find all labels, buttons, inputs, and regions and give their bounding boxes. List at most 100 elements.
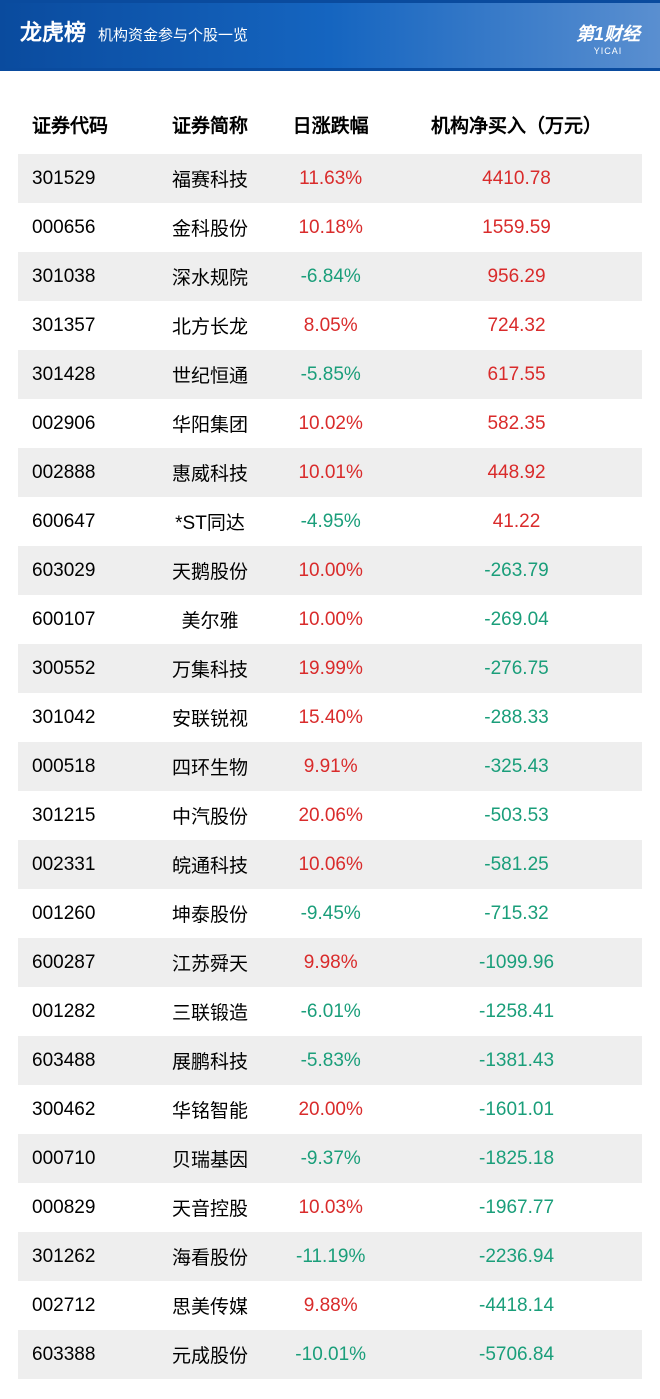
cell-net: -4418.14: [391, 1281, 642, 1330]
cell-name: 世纪恒通: [150, 350, 271, 399]
table-body: 301529福赛科技11.63%4410.78000656金科股份10.18%1…: [18, 154, 642, 1379]
table-row: 300462华铭智能20.00%-1601.01: [18, 1085, 642, 1134]
cell-code: 301038: [18, 252, 150, 301]
table-row: 300552万集科技19.99%-276.75: [18, 644, 642, 693]
cell-change: 9.91%: [270, 742, 391, 791]
cell-name: 天鹅股份: [150, 546, 271, 595]
table-row: 603388元成股份-10.01%-5706.84: [18, 1330, 642, 1379]
cell-change: -9.37%: [270, 1134, 391, 1183]
cell-net: -263.79: [391, 546, 642, 595]
cell-change: 10.03%: [270, 1183, 391, 1232]
cell-code: 000518: [18, 742, 150, 791]
table-row: 603488展鹏科技-5.83%-1381.43: [18, 1036, 642, 1085]
cell-code: 301529: [18, 154, 150, 203]
cell-name: 贝瑞基因: [150, 1134, 271, 1183]
cell-name: 安联锐视: [150, 693, 271, 742]
cell-change: -5.83%: [270, 1036, 391, 1085]
table-row: 000710贝瑞基因-9.37%-1825.18: [18, 1134, 642, 1183]
cell-net: -503.53: [391, 791, 642, 840]
stock-table: 证券代码 证券简称 日涨跌幅 机构净买入（万元） 301529福赛科技11.63…: [18, 101, 642, 1379]
cell-name: 江苏舜天: [150, 938, 271, 987]
cell-name: 惠威科技: [150, 448, 271, 497]
cell-name: 皖通科技: [150, 840, 271, 889]
cell-net: 41.22: [391, 497, 642, 546]
cell-code: 301428: [18, 350, 150, 399]
col-change: 日涨跌幅: [270, 101, 391, 154]
cell-code: 301215: [18, 791, 150, 840]
cell-change: 10.00%: [270, 546, 391, 595]
cell-net: 582.35: [391, 399, 642, 448]
cell-name: 展鹏科技: [150, 1036, 271, 1085]
cell-code: 600647: [18, 497, 150, 546]
cell-net: -715.32: [391, 889, 642, 938]
cell-name: 天音控股: [150, 1183, 271, 1232]
cell-change: -4.95%: [270, 497, 391, 546]
cell-name: 海看股份: [150, 1232, 271, 1281]
brand-logo: 第1财经 YICAI: [576, 20, 640, 56]
cell-code: 000829: [18, 1183, 150, 1232]
cell-net: 1559.59: [391, 203, 642, 252]
page-header: 龙虎榜 机构资金参与个股一览 第1财经 YICAI: [0, 0, 660, 71]
header-subtitle: 机构资金参与个股一览: [98, 24, 248, 45]
table-row: 002712思美传媒9.88%-4418.14: [18, 1281, 642, 1330]
cell-code: 002712: [18, 1281, 150, 1330]
cell-change: 8.05%: [270, 301, 391, 350]
cell-name: 华铭智能: [150, 1085, 271, 1134]
col-code: 证券代码: [18, 101, 150, 154]
table-row: 301428世纪恒通-5.85%617.55: [18, 350, 642, 399]
table-row: 000656金科股份10.18%1559.59: [18, 203, 642, 252]
table-row: 301529福赛科技11.63%4410.78: [18, 154, 642, 203]
table-row: 600287江苏舜天9.98%-1099.96: [18, 938, 642, 987]
cell-code: 300552: [18, 644, 150, 693]
cell-code: 000656: [18, 203, 150, 252]
cell-change: 10.18%: [270, 203, 391, 252]
table-container: 证券代码 证券简称 日涨跌幅 机构净买入（万元） 301529福赛科技11.63…: [0, 71, 660, 1399]
cell-change: 20.06%: [270, 791, 391, 840]
header-left: 龙虎榜 机构资金参与个股一览: [20, 15, 248, 47]
cell-name: 元成股份: [150, 1330, 271, 1379]
cell-code: 603388: [18, 1330, 150, 1379]
logo-text: 第1财经: [576, 24, 640, 44]
cell-change: 10.01%: [270, 448, 391, 497]
table-row: 002888惠威科技10.01%448.92: [18, 448, 642, 497]
cell-name: 中汽股份: [150, 791, 271, 840]
table-row: 002331皖通科技10.06%-581.25: [18, 840, 642, 889]
cell-code: 002906: [18, 399, 150, 448]
cell-code: 001260: [18, 889, 150, 938]
col-name: 证券简称: [150, 101, 271, 154]
cell-change: -9.45%: [270, 889, 391, 938]
cell-change: 9.88%: [270, 1281, 391, 1330]
table-row: 002906华阳集团10.02%582.35: [18, 399, 642, 448]
cell-code: 301042: [18, 693, 150, 742]
table-header-row: 证券代码 证券简称 日涨跌幅 机构净买入（万元）: [18, 101, 642, 154]
cell-name: 金科股份: [150, 203, 271, 252]
cell-net: 4410.78: [391, 154, 642, 203]
cell-name: 思美传媒: [150, 1281, 271, 1330]
cell-change: -11.19%: [270, 1232, 391, 1281]
table-row: 000829天音控股10.03%-1967.77: [18, 1183, 642, 1232]
cell-net: -1381.43: [391, 1036, 642, 1085]
cell-change: -6.01%: [270, 987, 391, 1036]
cell-code: 002331: [18, 840, 150, 889]
col-net: 机构净买入（万元）: [391, 101, 642, 154]
cell-code: 600107: [18, 595, 150, 644]
cell-net: -325.43: [391, 742, 642, 791]
table-row: 301215中汽股份20.06%-503.53: [18, 791, 642, 840]
cell-name: 三联锻造: [150, 987, 271, 1036]
cell-net: -1601.01: [391, 1085, 642, 1134]
table-row: 301262海看股份-11.19%-2236.94: [18, 1232, 642, 1281]
cell-net: -1967.77: [391, 1183, 642, 1232]
cell-name: 北方长龙: [150, 301, 271, 350]
cell-change: 10.06%: [270, 840, 391, 889]
cell-name: 福赛科技: [150, 154, 271, 203]
cell-code: 301357: [18, 301, 150, 350]
cell-net: 724.32: [391, 301, 642, 350]
cell-code: 600287: [18, 938, 150, 987]
cell-change: -6.84%: [270, 252, 391, 301]
table-row: 301357北方长龙8.05%724.32: [18, 301, 642, 350]
cell-code: 603029: [18, 546, 150, 595]
cell-change: 11.63%: [270, 154, 391, 203]
cell-net: -2236.94: [391, 1232, 642, 1281]
cell-net: -581.25: [391, 840, 642, 889]
table-row: 301038深水规院-6.84%956.29: [18, 252, 642, 301]
